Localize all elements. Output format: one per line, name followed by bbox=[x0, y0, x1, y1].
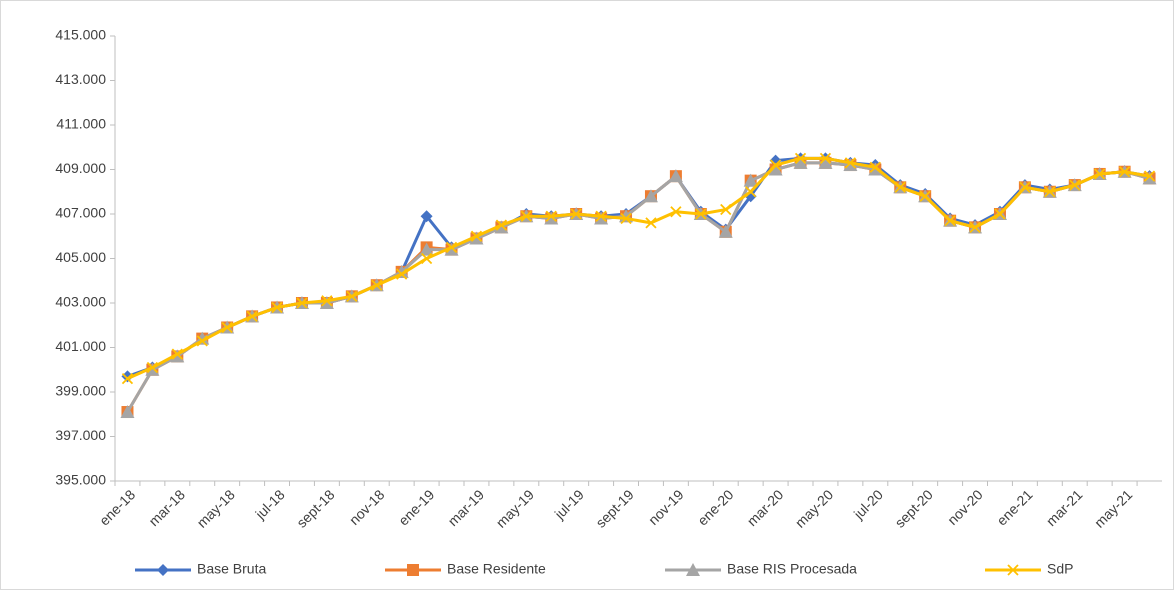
data-point bbox=[1019, 181, 1031, 193]
data-point bbox=[1094, 168, 1106, 180]
legend-marker bbox=[157, 564, 169, 576]
data-point bbox=[594, 211, 609, 225]
y-tick-label: 413.000 bbox=[55, 71, 106, 87]
data-point bbox=[645, 217, 657, 229]
data-point bbox=[171, 348, 183, 360]
legend-marker bbox=[1007, 564, 1019, 576]
data-point bbox=[695, 208, 707, 220]
legend-label: Base Bruta bbox=[197, 561, 266, 577]
data-point bbox=[321, 295, 333, 307]
data-point bbox=[520, 210, 532, 222]
data-point bbox=[919, 190, 931, 202]
data-point bbox=[170, 349, 185, 363]
y-tick-label: 401.000 bbox=[55, 338, 106, 354]
data-point bbox=[818, 155, 833, 169]
data-point bbox=[1118, 166, 1131, 178]
data-point bbox=[843, 158, 858, 172]
y-tick-label: 415.000 bbox=[55, 27, 106, 43]
series-line bbox=[126, 156, 1150, 381]
data-point bbox=[445, 241, 458, 254]
y-tick-label: 397.000 bbox=[55, 427, 106, 443]
data-point bbox=[545, 210, 557, 222]
data-point bbox=[494, 220, 509, 234]
y-tick-label: 411.000 bbox=[56, 116, 106, 132]
y-tick-label: 403.000 bbox=[55, 294, 106, 310]
data-point bbox=[969, 221, 981, 233]
data-point bbox=[246, 310, 258, 322]
data-point bbox=[769, 159, 782, 171]
data-point bbox=[718, 224, 733, 238]
data-point bbox=[470, 230, 483, 242]
y-tick-label: 405.000 bbox=[55, 249, 106, 265]
data-point bbox=[495, 219, 508, 231]
y-tick-label: 395.000 bbox=[55, 472, 106, 488]
data-point bbox=[371, 279, 383, 291]
data-point bbox=[469, 231, 484, 245]
data-point bbox=[670, 206, 682, 218]
data-point bbox=[544, 211, 559, 225]
data-point bbox=[570, 208, 582, 220]
data-point bbox=[346, 290, 358, 302]
data-point bbox=[994, 208, 1006, 220]
data-point bbox=[844, 157, 857, 169]
y-tick-label: 399.000 bbox=[55, 383, 106, 399]
data-point bbox=[1044, 186, 1056, 198]
legend-label: Base RIS Procesada bbox=[727, 561, 857, 577]
data-point bbox=[643, 189, 658, 203]
data-point bbox=[120, 405, 135, 419]
data-point bbox=[444, 242, 459, 256]
data-point bbox=[668, 169, 683, 183]
data-point bbox=[396, 268, 408, 280]
data-point bbox=[1143, 170, 1156, 182]
data-point bbox=[620, 212, 632, 225]
data-point bbox=[819, 152, 832, 165]
data-point bbox=[768, 162, 783, 176]
data-point bbox=[743, 173, 758, 187]
data-point bbox=[869, 161, 881, 173]
data-point bbox=[271, 301, 283, 314]
data-point bbox=[121, 373, 134, 385]
data-point bbox=[146, 361, 159, 374]
legend-label: Base Residente bbox=[447, 561, 546, 577]
legend-marker bbox=[407, 564, 419, 576]
data-point bbox=[1142, 171, 1157, 185]
data-point bbox=[794, 152, 807, 165]
data-point bbox=[196, 335, 208, 347]
data-point bbox=[420, 252, 433, 265]
y-tick-label: 407.000 bbox=[55, 205, 106, 221]
y-tick-label: 409.000 bbox=[55, 160, 106, 176]
data-point bbox=[221, 321, 233, 334]
data-point bbox=[894, 181, 906, 193]
data-point bbox=[745, 186, 757, 198]
data-point bbox=[121, 370, 134, 383]
data-point bbox=[793, 155, 808, 169]
data-point bbox=[1069, 179, 1081, 191]
legend-label: SdP bbox=[1047, 561, 1073, 577]
data-point bbox=[145, 362, 160, 376]
data-point bbox=[319, 296, 334, 309]
data-point bbox=[595, 210, 607, 222]
data-point bbox=[420, 210, 433, 223]
data-point bbox=[720, 203, 732, 216]
legend-marker bbox=[686, 563, 700, 576]
data-point bbox=[944, 215, 956, 227]
data-point bbox=[296, 297, 308, 309]
data-point bbox=[419, 242, 434, 256]
